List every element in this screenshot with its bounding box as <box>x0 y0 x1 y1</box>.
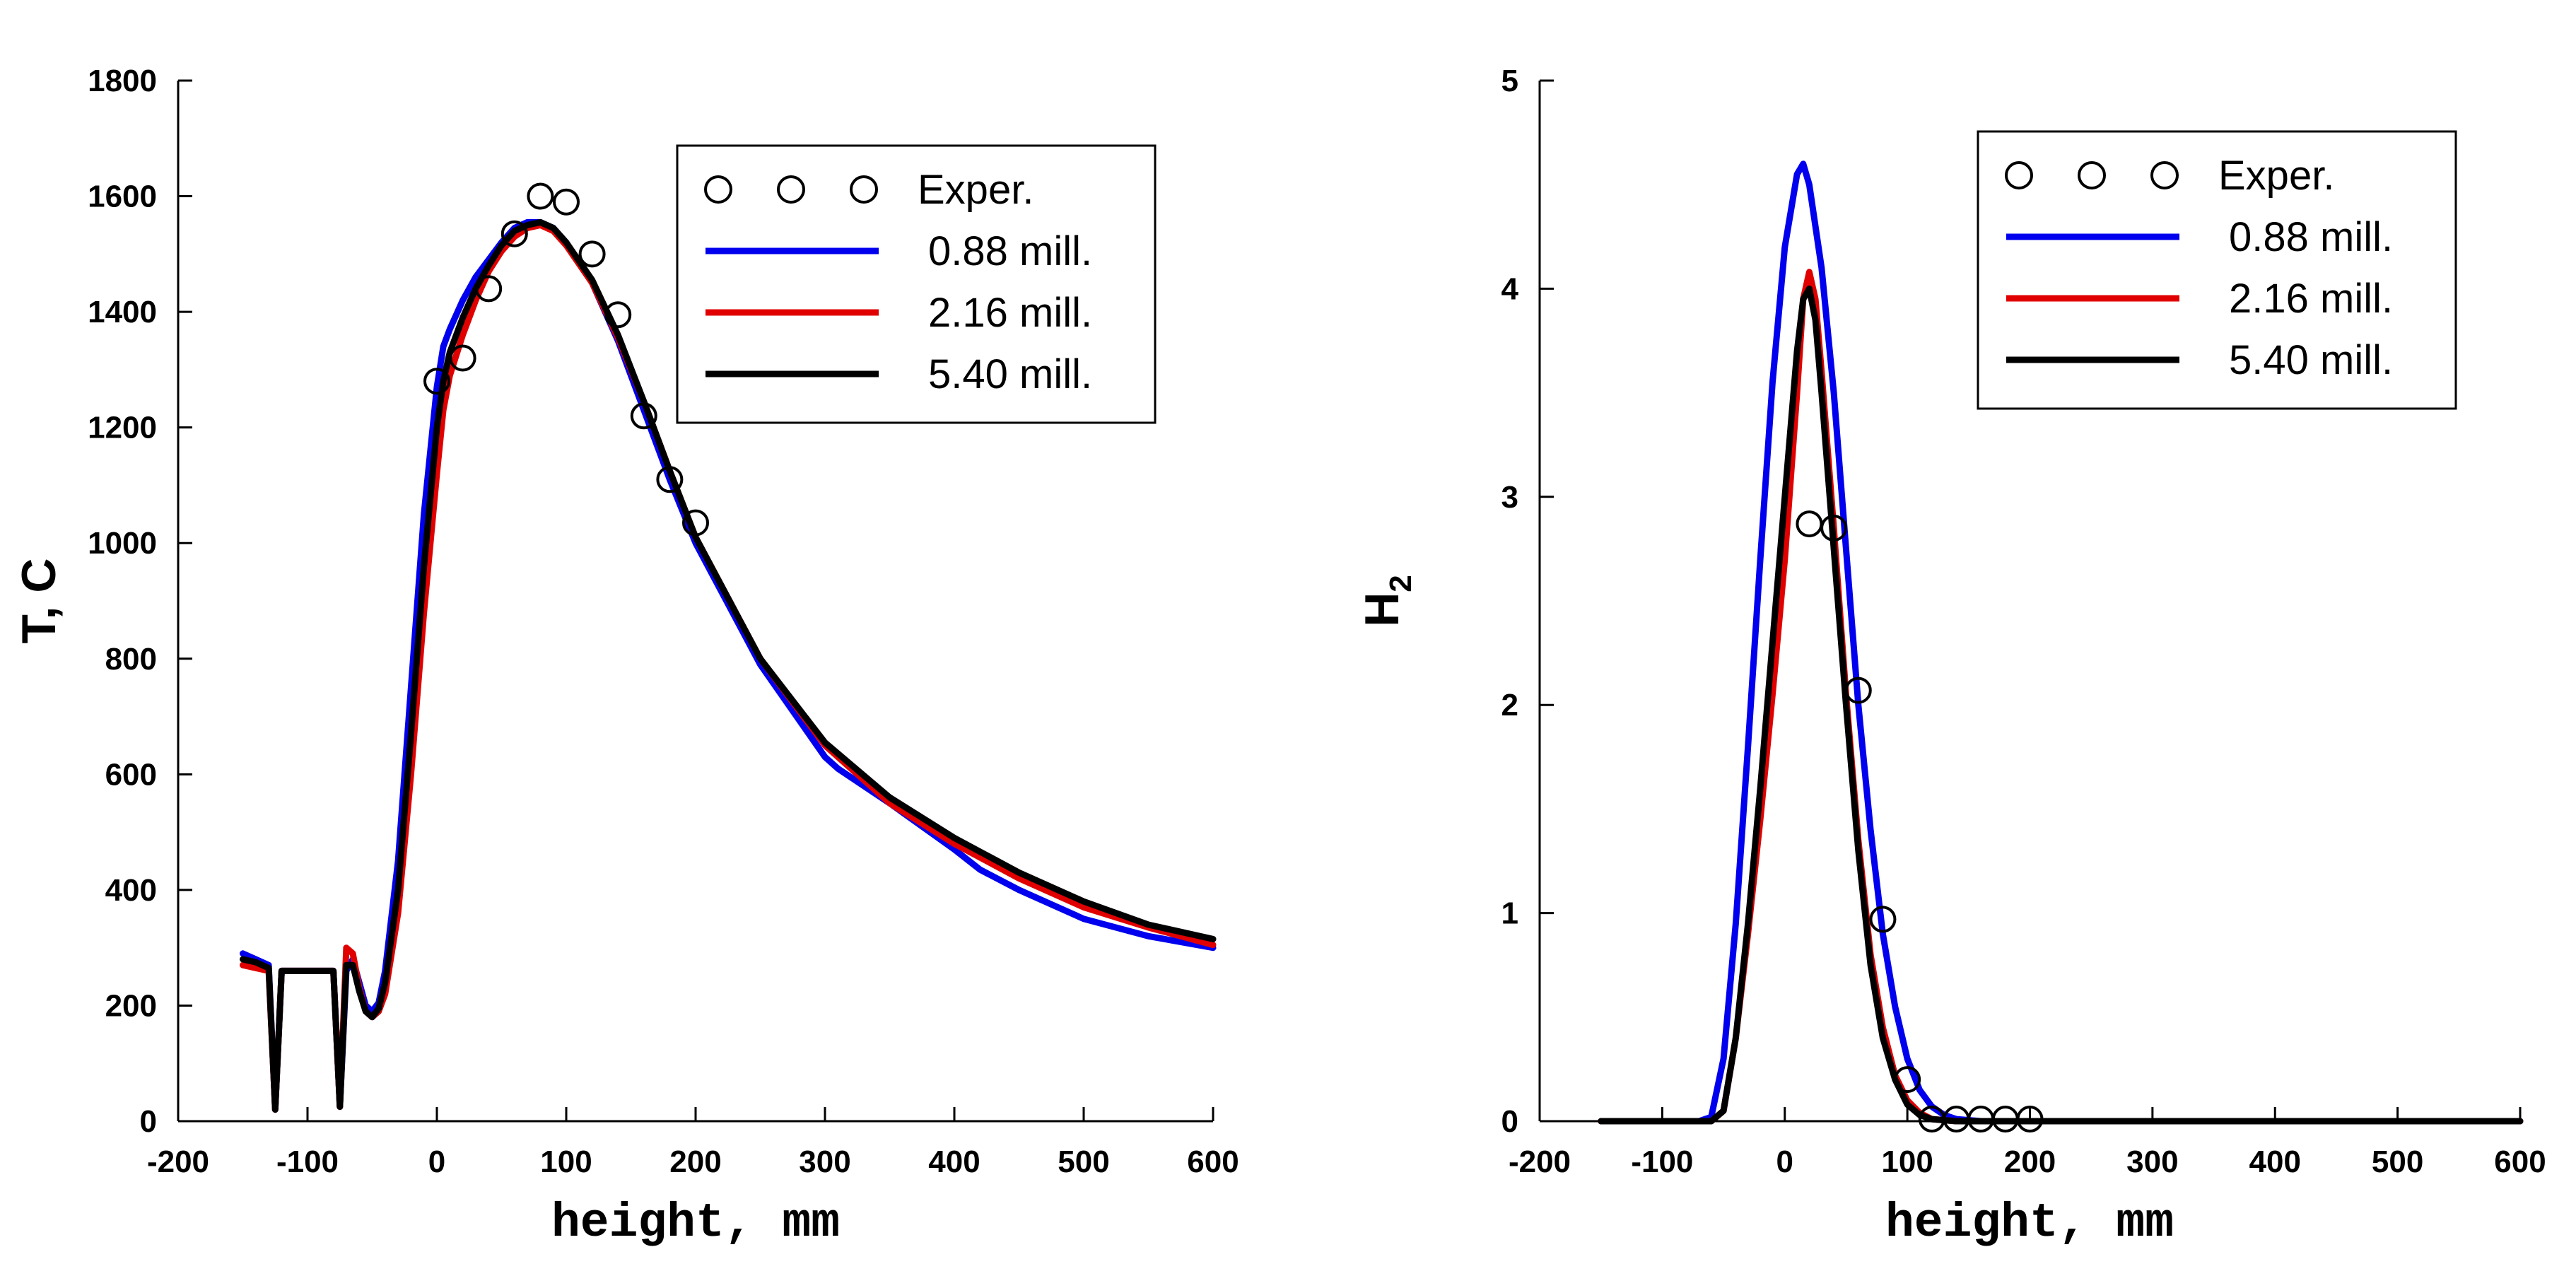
series-line-5-40-mill <box>240 218 1217 1113</box>
x-tick-label: 0 <box>1776 1145 1793 1179</box>
x-tick-label: 600 <box>1187 1145 1239 1179</box>
y-tick-label: 1000 <box>88 526 157 561</box>
x-tick-label: 100 <box>540 1145 592 1179</box>
exper-point <box>449 344 476 372</box>
y-tick-label: 1600 <box>88 180 157 214</box>
x-tick-label: 500 <box>1058 1145 1109 1179</box>
series-line-5-40-mill <box>1598 285 2524 1125</box>
legend-marker-exper <box>2150 161 2179 189</box>
exper-point <box>1869 906 1897 933</box>
x-tick-label: 0 <box>428 1145 445 1179</box>
legend-label-exper: Exper. <box>918 167 1034 213</box>
y-tick-label: 600 <box>105 757 157 792</box>
x-tick-label: 600 <box>2494 1145 2546 1179</box>
x-tick-label: -200 <box>147 1145 209 1179</box>
legend-marker-exper <box>704 175 732 204</box>
x-tick-label: 200 <box>669 1145 721 1179</box>
exper-point <box>604 301 632 329</box>
exper-point <box>2016 1106 2044 1133</box>
y-axis-label-subscript: 2 <box>1383 575 1418 592</box>
exper-point <box>578 240 606 268</box>
chart-2: 0 1 2 3 4 5 -200 -100 0 100 200 300 400 500 600 height,… <box>1355 64 2546 1251</box>
x-tick-label: 100 <box>1881 1145 1933 1179</box>
x-tick-label: 300 <box>2126 1145 2178 1179</box>
exper-point <box>527 182 554 210</box>
x-tick-label: 200 <box>2004 1145 2056 1179</box>
legend-label: 2.16 mill. <box>928 290 1092 336</box>
y-axis-label: T, C <box>12 558 66 644</box>
x-axis-label: height, mm <box>551 1196 840 1251</box>
exper-point <box>1820 514 1848 542</box>
exper-point <box>630 402 657 430</box>
y-tick-label: 1800 <box>88 64 157 98</box>
x-axis-label: height, mm <box>1885 1196 2174 1251</box>
exper-point <box>1796 510 1823 538</box>
y-axis-label: H2 <box>1355 575 1418 627</box>
x-tick-label: 300 <box>799 1145 850 1179</box>
legend-label: 2.16 mill. <box>2229 276 2393 322</box>
legend-marker-exper <box>777 175 805 204</box>
y-tick-label: 400 <box>105 873 157 908</box>
y-tick-label: 2 <box>1501 688 1518 722</box>
y-tick-label: 3 <box>1501 480 1518 515</box>
legend-marker-exper <box>2005 161 2033 189</box>
exper-point <box>656 466 684 493</box>
legend-label: 0.88 mill. <box>2229 214 2393 260</box>
y-tick-label: 1 <box>1501 896 1518 931</box>
exper-point <box>1844 677 1872 704</box>
exper-point <box>682 509 709 537</box>
exper-point <box>1894 1066 1921 1094</box>
exper-point <box>553 188 580 216</box>
x-tick-label: -100 <box>276 1145 339 1179</box>
y-tick-label: 4 <box>1501 271 1519 306</box>
y-tick-label: 0 <box>1501 1104 1518 1139</box>
exper-point <box>423 368 450 395</box>
legend: Exper. 0.88 mill. 2.16 mill. 5.40 mill. <box>1977 130 2457 410</box>
x-tick-label: -100 <box>1631 1145 1693 1179</box>
legend: Exper. 0.88 mill. 2.16 mill. 5.40 mill. <box>676 144 1157 424</box>
legend-marker-exper <box>2078 161 2106 189</box>
legend-label: 5.40 mill. <box>928 351 1092 397</box>
y-tick-label: 0 <box>140 1104 157 1139</box>
exper-point <box>500 220 528 247</box>
y-tick-label: 200 <box>105 988 157 1023</box>
x-tick-label: -200 <box>1509 1145 1571 1179</box>
y-tick-label: 1200 <box>88 411 157 445</box>
y-tick-label: 5 <box>1501 64 1518 98</box>
x-tick-label: 400 <box>928 1145 980 1179</box>
x-tick-label: 500 <box>2372 1145 2423 1179</box>
y-tick-label: 1400 <box>88 295 157 329</box>
legend-label: 0.88 mill. <box>928 228 1092 274</box>
legend-label: 5.40 mill. <box>2229 337 2393 383</box>
x-tick-label: 400 <box>2249 1145 2301 1179</box>
legend-label-exper: Exper. <box>2218 153 2334 199</box>
series-line-0-88-mill <box>1598 160 2524 1125</box>
y-tick-label: 800 <box>105 642 157 677</box>
legend-marker-exper <box>850 175 878 204</box>
exper-point <box>475 275 503 303</box>
